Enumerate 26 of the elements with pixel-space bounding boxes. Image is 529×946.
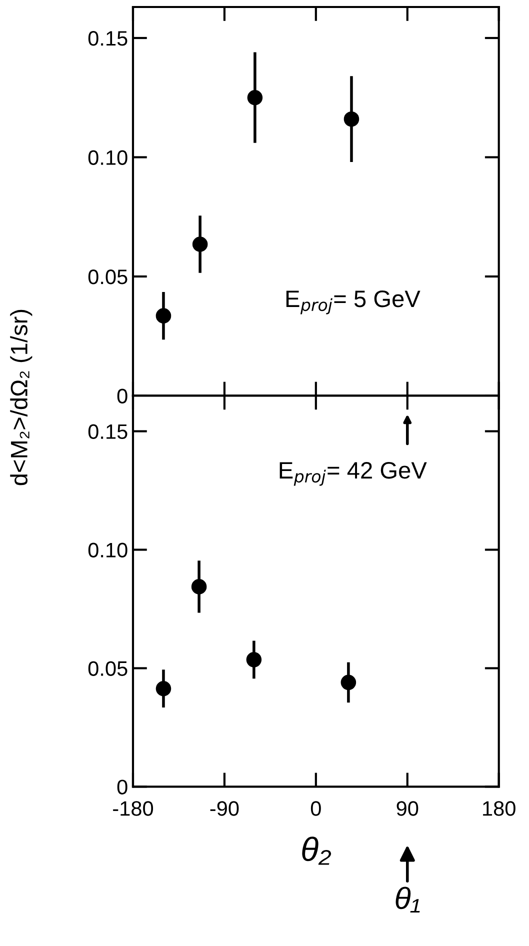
x-axis-title: θ₂: [302, 836, 332, 865]
x-tick-label: 0: [310, 801, 321, 816]
point: [247, 90, 263, 106]
annotation: E$_{proj}$= 5 GeV: [286, 290, 420, 314]
point: [340, 674, 356, 690]
x-tick-label: -90: [210, 801, 239, 816]
y-axis-title: d<M₂>/dΩ₂ (1/sr): [10, 310, 32, 486]
annotation: E$_{proj}$= 42 GeV: [280, 462, 427, 486]
text: θ₁: [396, 886, 420, 912]
y-tick-label: 0: [117, 780, 128, 794]
point: [344, 111, 360, 127]
point: [156, 680, 172, 696]
x-tick-label: 180: [483, 801, 516, 816]
y-tick-label: 0.15: [88, 31, 128, 46]
x-tick-label: 90: [396, 801, 418, 816]
y-tick-label: 0.15: [88, 424, 128, 440]
point: [246, 652, 262, 668]
y-tick-label: 0.10: [88, 542, 128, 558]
y-tick-label: 0: [117, 388, 128, 404]
point: [192, 236, 208, 252]
y-tick-label: 0.10: [88, 150, 128, 165]
point: [156, 308, 172, 324]
point: [191, 579, 207, 594]
y-tick-label: 0.05: [88, 269, 128, 284]
y-tick-label: 0.05: [88, 661, 128, 676]
x-tick-label: -180: [113, 801, 154, 816]
